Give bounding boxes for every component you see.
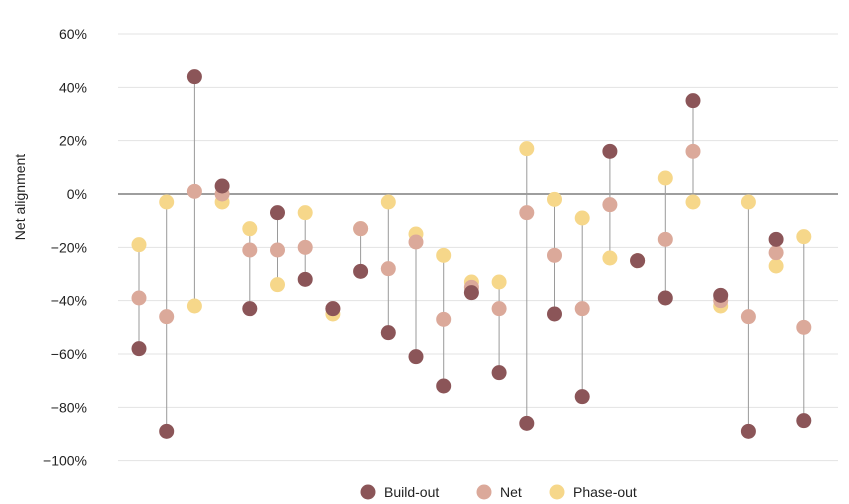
data-point — [186, 298, 202, 314]
legend-label: Build-out — [384, 484, 439, 500]
data-point — [491, 274, 507, 290]
data-point — [353, 263, 369, 279]
data-point — [519, 415, 535, 431]
data-point — [574, 389, 590, 405]
y-axis: 60% 40% 20% 0% −20% −40% −60% −80% −100% — [43, 26, 87, 469]
data-point — [408, 349, 424, 365]
legend-label: Phase-out — [573, 484, 637, 500]
data-point — [242, 221, 258, 237]
data-point — [186, 69, 202, 85]
data-point — [131, 237, 147, 253]
data-point — [630, 253, 646, 269]
y-tick-label: −60% — [51, 346, 87, 362]
data-point — [491, 301, 507, 317]
data-point — [325, 301, 341, 317]
y-tick-label: 60% — [59, 26, 87, 42]
data-point — [547, 306, 562, 322]
data-point — [796, 229, 812, 245]
legend-marker — [476, 484, 492, 500]
data-point — [242, 242, 258, 258]
data-point — [519, 205, 535, 221]
data-point — [408, 234, 424, 250]
data-point — [270, 205, 285, 221]
data-point — [602, 143, 618, 159]
data-point — [574, 210, 590, 226]
data-point — [685, 194, 701, 210]
y-tick-label: −100% — [43, 453, 87, 469]
legend-marker — [549, 484, 565, 500]
data-points — [131, 69, 812, 439]
data-point — [768, 245, 784, 261]
data-point — [159, 423, 175, 439]
data-point — [768, 258, 784, 274]
data-point — [740, 423, 756, 439]
data-point — [547, 191, 562, 207]
series-build-out — [131, 69, 812, 439]
data-point — [214, 178, 230, 194]
data-point — [519, 141, 535, 157]
data-point — [131, 290, 147, 306]
data-point — [380, 194, 396, 210]
data-point — [685, 143, 701, 159]
data-point — [159, 309, 175, 325]
data-point — [159, 194, 175, 210]
data-point — [186, 183, 202, 199]
data-point — [297, 239, 313, 255]
data-point — [796, 319, 812, 335]
y-tick-label: 20% — [59, 133, 87, 149]
legend: Build-out Net Phase-out — [360, 484, 637, 500]
data-point — [353, 221, 369, 237]
data-point — [657, 170, 673, 186]
data-point — [270, 277, 285, 293]
data-point — [547, 247, 562, 263]
data-point — [242, 301, 258, 317]
data-point — [463, 285, 479, 301]
data-point — [713, 287, 729, 303]
data-point — [270, 242, 285, 258]
gridlines — [118, 33, 838, 462]
legend-label: Net — [500, 484, 522, 500]
y-tick-label: −80% — [51, 399, 87, 415]
data-point — [740, 194, 756, 210]
data-point — [436, 247, 452, 263]
data-point — [491, 365, 507, 381]
data-point — [740, 309, 756, 325]
data-point — [657, 231, 673, 247]
data-point — [657, 290, 673, 306]
data-point — [436, 378, 452, 394]
data-point — [574, 301, 590, 317]
data-point — [297, 205, 313, 221]
data-point — [131, 341, 147, 357]
data-point — [436, 311, 452, 327]
range-stems — [138, 76, 805, 432]
data-point — [297, 271, 313, 287]
data-point — [685, 93, 701, 109]
y-tick-label: 40% — [59, 79, 87, 95]
legend-marker — [360, 484, 376, 500]
data-point — [602, 197, 618, 213]
data-point — [796, 413, 812, 429]
data-point — [602, 250, 618, 266]
y-tick-label: 0% — [67, 186, 87, 202]
data-point — [380, 325, 396, 341]
series-net — [131, 143, 812, 335]
data-point — [768, 231, 784, 247]
y-tick-label: −40% — [51, 293, 87, 309]
data-point — [380, 261, 396, 277]
y-axis-title: Net alignment — [12, 154, 28, 240]
y-tick-label: −20% — [51, 239, 87, 255]
